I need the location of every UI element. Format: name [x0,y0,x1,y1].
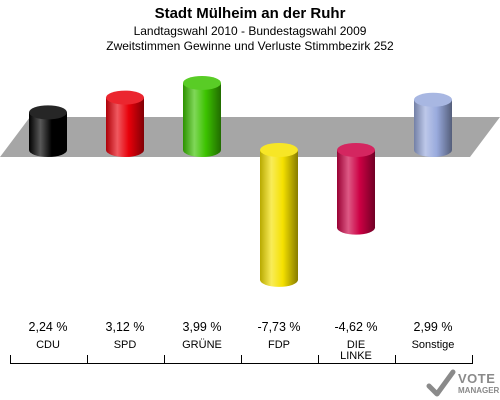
bar-bottom-cap [183,143,221,157]
category-label-line: Sonstige [411,339,455,351]
category-label-line: LINKE [340,350,372,362]
bar-top-cap [260,143,298,157]
bar-body [183,82,221,150]
bar-top-cap [414,92,452,107]
bar-body [337,150,375,228]
bar-bottom-cap [414,143,452,157]
value-label: -7,73 % [257,320,301,334]
value-label: -4,62 % [334,320,378,334]
bar-top-cap [106,90,144,105]
category-label-line: GRÜNE [182,339,222,351]
value-label: 2,24 % [28,320,68,334]
bar-top-cap [183,75,221,90]
vote-manager-logo: VOTE MANAGER [426,366,500,400]
bar-spd [106,90,144,157]
bar-die-linke [337,143,375,235]
bar-bottom-cap [29,143,67,157]
category-label: FDP [244,340,314,351]
bar-grüne [183,75,221,157]
category-label: SPD [90,340,160,351]
bar-sonstige [414,92,452,157]
logo-text: VOTE [458,371,496,386]
chart-subtitle-district: Zweitstimmen Gewinne und Verluste Stimmb… [106,39,394,53]
value-label: 3,12 % [105,320,145,334]
category-label-line: DIE [346,339,366,351]
bar-bottom-cap [260,272,298,287]
category-label: GRÜNE [167,340,237,351]
category-label-line: SPD [113,339,137,351]
bar-top-cap [29,105,67,120]
bar-cdu [29,105,67,157]
checkmark-ballot-icon [426,369,456,397]
value-label: 3,99 % [182,320,222,334]
category-label: Sonstige [398,340,468,351]
bar-fdp [260,143,298,287]
category-label: CDU [13,340,83,351]
chart-subtitle-election: Landtagswahl 2010 - Bundestagswahl 2009 [133,24,367,38]
bar-body [414,99,452,150]
chart-title: Stadt Mülheim an der Ruhr [154,5,346,22]
category-label-line: FDP [268,339,290,351]
logo-subtext: MANAGER [458,386,500,395]
bar-body [106,97,144,150]
category-label: DIE LINKE [321,340,391,362]
value-label: 2,99 % [413,320,453,334]
bar-top-cap [337,143,375,157]
bar-bottom-cap [106,143,144,157]
bar-body [260,150,298,280]
bar-bottom-cap [337,220,375,235]
category-label-line: CDU [36,339,60,351]
